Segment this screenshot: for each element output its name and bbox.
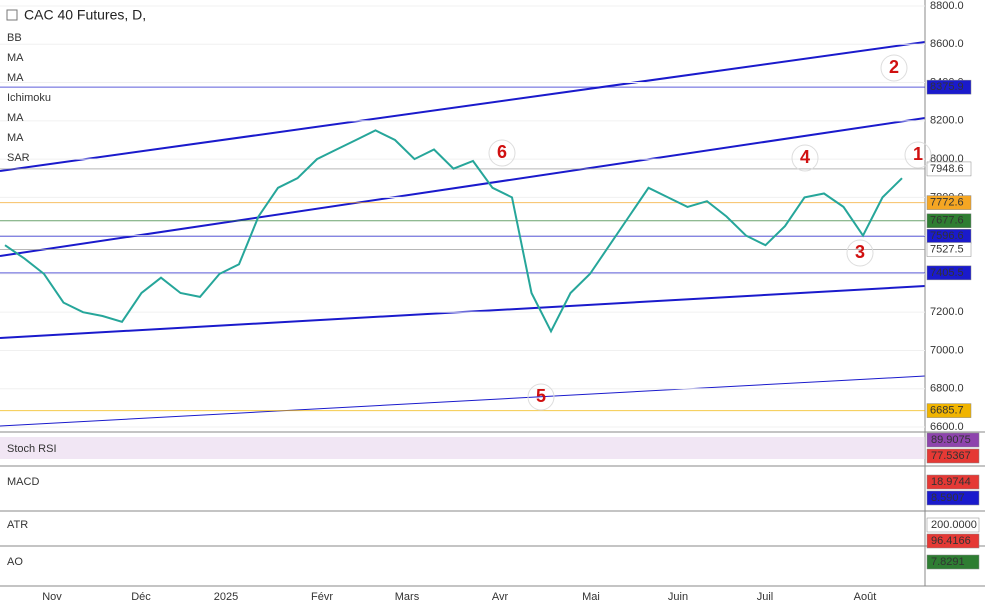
- y-tick-label: 6800.0: [930, 383, 964, 395]
- pane-value-label: 8.5907: [931, 492, 965, 504]
- indicator-label: BB: [7, 32, 22, 44]
- pane-label: MACD: [7, 476, 39, 488]
- price-label-box: [926, 403, 972, 418]
- price-label: 7596.6: [930, 230, 964, 242]
- pane-value-box: [926, 432, 980, 448]
- price-label: 7772.6: [930, 197, 964, 209]
- price-label: 6685.7: [930, 405, 964, 417]
- price-label-box: [926, 195, 972, 210]
- wave-circle: [880, 54, 908, 82]
- pane-value-box: [926, 448, 980, 464]
- x-tick-label: Mai: [582, 591, 600, 603]
- price-label: 7948.6: [930, 163, 964, 175]
- price-label-box: [926, 161, 972, 177]
- x-tick-label: Mars: [395, 591, 420, 603]
- x-tick-label: Juin: [668, 591, 688, 603]
- pane-value-box: [926, 517, 980, 533]
- pane-value-box: [926, 554, 980, 570]
- pane-label: Stoch RSI: [7, 443, 57, 455]
- x-tick-label: Déc: [131, 591, 151, 603]
- pane-value-label: 18.9744: [931, 476, 971, 488]
- price-label-box: [926, 265, 972, 281]
- pane-label: AO: [7, 556, 23, 568]
- wave-circle: [488, 139, 516, 167]
- indicator-label: MA: [7, 72, 24, 84]
- y-tick-label: 7000.0: [930, 344, 964, 356]
- wave-label: 3: [855, 242, 865, 262]
- pane-value-label: 7.8291: [931, 556, 965, 568]
- trend-line: [0, 117, 926, 257]
- stoch-band: [0, 437, 925, 459]
- indicator-label: MA: [7, 52, 24, 64]
- pane-value-label: 200.0000: [931, 519, 977, 531]
- pane-value-box: [926, 490, 980, 506]
- price-label: 7405.5: [930, 267, 964, 279]
- wave-label: 2: [889, 57, 899, 77]
- wave-circle: [846, 239, 874, 267]
- x-tick-label: Juil: [757, 591, 774, 603]
- price-label-box: [926, 242, 972, 257]
- wave-circle: [791, 144, 819, 172]
- wave-label: 4: [800, 147, 810, 167]
- y-tick-label: 8200.0: [930, 115, 964, 127]
- wave-circle: [527, 383, 555, 411]
- pane-value-box: [926, 474, 980, 490]
- chart-title: CAC 40 Futures, D,: [24, 7, 146, 23]
- price-label-box: [926, 79, 972, 95]
- price-label: 7527.5: [930, 243, 964, 255]
- price-label-box: [926, 213, 972, 229]
- price-line: [4, 129, 903, 334]
- x-tick-label: Févr: [311, 591, 333, 603]
- x-tick-label: Nov: [42, 591, 62, 603]
- x-tick-label: Avr: [492, 591, 509, 603]
- x-tick-label: Août: [854, 591, 877, 603]
- pane-label: ATR: [7, 519, 28, 531]
- price-label: 8375.9: [930, 81, 964, 93]
- x-tick-label: 2025: [214, 591, 238, 603]
- collapse-icon[interactable]: [6, 9, 18, 21]
- pane-value-label: 96.4166: [931, 535, 971, 547]
- price-label: 7677.6: [930, 215, 964, 227]
- pane-value-box: [926, 533, 980, 549]
- indicator-label: MA: [7, 112, 24, 124]
- wave-circle: [904, 141, 932, 169]
- indicator-label: MA: [7, 132, 24, 144]
- y-tick-label: 7200.0: [930, 306, 964, 318]
- wave-label: 5: [536, 386, 546, 406]
- indicator-label: Ichimoku: [7, 92, 51, 104]
- y-tick-label: 8800.0: [930, 0, 964, 12]
- trend-line: [0, 41, 926, 172]
- pane-value-label: 77.5367: [931, 450, 971, 462]
- wave-label: 1: [913, 144, 923, 164]
- y-tick-label: 6600.0: [930, 421, 964, 433]
- wave-label: 6: [497, 142, 507, 162]
- indicator-label: SAR: [7, 152, 30, 164]
- y-tick-label: 8600.0: [930, 38, 964, 50]
- trend-line: [0, 375, 926, 427]
- pane-value-label: 89.9075: [931, 434, 971, 446]
